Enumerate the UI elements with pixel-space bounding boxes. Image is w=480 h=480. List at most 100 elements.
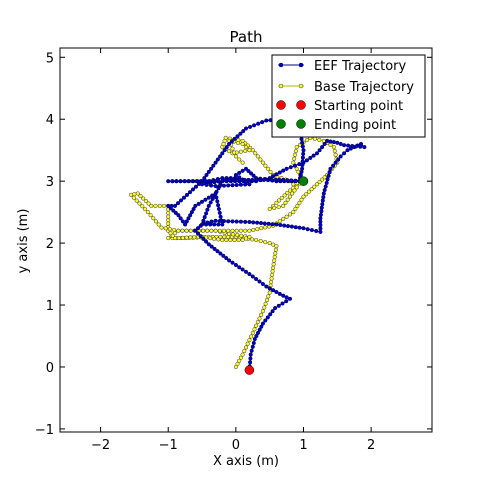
point-base (288, 195, 292, 199)
point-base (273, 255, 277, 259)
point-eef (247, 178, 251, 182)
point-base (318, 138, 322, 142)
point-eef (339, 142, 343, 146)
point-eef (277, 304, 281, 308)
point-eef (265, 285, 269, 289)
point-eef (251, 345, 255, 349)
point-eef (254, 178, 258, 182)
point-base (266, 167, 270, 171)
point-eef (262, 178, 266, 182)
point-eef (293, 164, 297, 168)
point-eef (214, 192, 218, 196)
point-eef (271, 288, 275, 292)
point-eef (209, 184, 213, 188)
point-base (268, 291, 272, 295)
point-eef (214, 161, 218, 165)
point-base (172, 228, 176, 232)
point-base (222, 229, 226, 233)
point-eef (200, 223, 204, 227)
point-eef (214, 219, 218, 223)
point-base (166, 236, 170, 240)
point-base (263, 306, 267, 310)
point-eef (363, 145, 367, 149)
point-base (243, 149, 247, 153)
point-eef (278, 178, 282, 182)
point-eef (260, 120, 264, 124)
point-base (138, 202, 142, 206)
point-eef (200, 179, 204, 183)
point-base (135, 199, 139, 203)
point-eef (216, 200, 220, 204)
point-eef (267, 222, 271, 226)
point-eef (225, 145, 229, 149)
point-eef (319, 220, 323, 224)
point-eef (281, 302, 285, 306)
point-base (141, 205, 145, 209)
point-eef (187, 179, 191, 183)
point-base (158, 204, 162, 208)
point-base (244, 346, 248, 350)
point-base (271, 243, 275, 247)
point-base (132, 196, 136, 200)
point-eef (346, 148, 350, 152)
point-eef (301, 160, 305, 164)
point-eef (188, 190, 192, 194)
point-base (248, 229, 252, 233)
point-eef (286, 178, 290, 182)
point-base (189, 236, 193, 240)
point-base (256, 320, 260, 324)
point-base (264, 302, 268, 306)
point-eef (204, 212, 208, 216)
legend-marker-start-left (277, 101, 286, 110)
legend-label-end: Ending point (314, 118, 396, 133)
point-base (244, 237, 248, 241)
point-base (239, 229, 243, 233)
point-base (259, 226, 263, 230)
point-eef (256, 122, 260, 126)
point-eef (204, 198, 208, 202)
point-base (244, 145, 248, 149)
point-base (241, 142, 245, 146)
point-base (241, 353, 245, 357)
legend-marker-base-left (279, 84, 283, 88)
point-eef (235, 220, 239, 224)
point-eef (342, 152, 346, 156)
legend-label-base: Base Trajectory (314, 80, 414, 95)
legend-marker-end-left (277, 120, 286, 129)
point-base (185, 229, 189, 233)
point-eef (285, 296, 289, 300)
point-base (259, 158, 263, 162)
point-base (218, 229, 222, 233)
point-base (293, 189, 297, 193)
point-eef (221, 152, 225, 156)
point-base (231, 229, 235, 233)
y-tick-label: 2 (46, 237, 54, 252)
point-eef (219, 215, 223, 219)
x-tick-label: −1 (159, 438, 178, 453)
point-base (256, 155, 260, 159)
point-base (136, 192, 140, 196)
point-eef (271, 309, 275, 313)
point-eef (217, 223, 221, 227)
point-eef (179, 199, 183, 203)
point-base (235, 229, 239, 233)
point-eef (235, 178, 239, 182)
point-eef (234, 173, 238, 177)
point-base (143, 207, 147, 211)
point-eef (176, 201, 180, 205)
point-base (239, 150, 243, 154)
y-tick-label: 3 (46, 175, 54, 190)
point-base (185, 236, 189, 240)
point-base (189, 229, 193, 233)
point-eef (281, 294, 285, 298)
point-eef (321, 199, 325, 203)
point-eef (166, 179, 170, 183)
legend-marker-eef-left (279, 63, 283, 67)
point-eef (322, 195, 326, 199)
point-eef (342, 143, 346, 147)
point-eef (221, 179, 225, 183)
point-eef (243, 178, 247, 182)
point-eef (197, 182, 201, 186)
point-base (231, 147, 235, 151)
point-eef (203, 215, 207, 219)
